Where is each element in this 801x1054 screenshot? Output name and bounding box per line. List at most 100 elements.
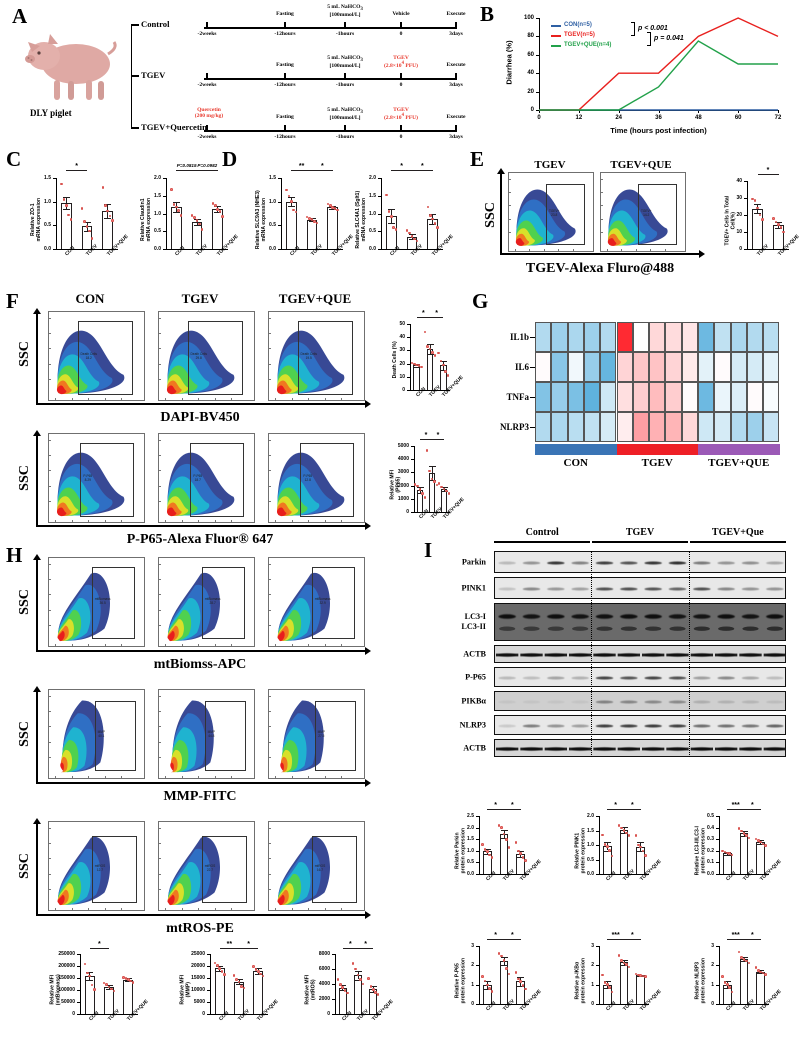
- data-point: [774, 220, 778, 224]
- panel-f-flowplot-pp65-tgev: P-P65 18.7: [158, 433, 255, 523]
- data-point: [634, 834, 638, 837]
- x-axis-tick: [214, 644, 216, 646]
- y-tick-label: 1.5: [269, 175, 276, 181]
- y-tick-mark: [716, 827, 719, 829]
- panel-b-line-chart: 0 20 40 60 80 100 0 12 24 36 48 60 72 CON(n=5) TGEV(n=…: [505, 8, 790, 140]
- y-tick-label: 1.5: [467, 836, 474, 843]
- legend-label-1: TGEV(n=5): [564, 32, 595, 38]
- blot-bands: [498, 587, 784, 591]
- legend-label-2: TGEV+QUE(n=4): [564, 42, 612, 48]
- y-axis-tick: [269, 609, 271, 611]
- error-cap-top: [483, 980, 491, 982]
- panel-b-label: B: [480, 2, 495, 26]
- panel-e-flow-title-tgevque: TGEV+QUE: [610, 159, 672, 171]
- y-tick-mark: [278, 249, 281, 250]
- data-point: [772, 217, 775, 220]
- error-cap-top: [287, 196, 295, 198]
- data-point: [177, 209, 181, 212]
- y-axis-label: Relative MFI (PP65): [389, 469, 401, 500]
- panel-f-row1-y-arrowhead: [33, 308, 41, 314]
- panel-f-row2-y-title: SSC: [17, 465, 32, 491]
- gate-label: MMP 27.5: [317, 730, 326, 739]
- y-tick-label: 0.5: [44, 222, 51, 229]
- tl3-ev3: TGEV (2.8×104 PFU): [383, 107, 419, 121]
- y-tick-mark: [536, 36, 539, 38]
- gate-region: [187, 320, 243, 395]
- tl3-b2: -1hours: [335, 134, 355, 140]
- tl2-b1: -12hours: [274, 82, 296, 88]
- x-axis-tick: [324, 398, 326, 400]
- panel-c-chart-claudin1: 0.0 0.5 1.0 1.5 2.0 Relative Claudin1 mRNA exp…: [139, 160, 239, 285]
- y-axis-tick: [49, 440, 51, 441]
- tl2-b4: 3days: [449, 82, 463, 88]
- y-axis-tick: [49, 378, 51, 380]
- x-axis-tick: [198, 776, 200, 778]
- data-point: [88, 229, 91, 233]
- heatmap-cell: [649, 352, 666, 382]
- x-axis-tick: [341, 776, 343, 778]
- x-axis-tick: [71, 520, 73, 522]
- error-cap-bottom: [740, 961, 748, 963]
- y-axis-tick: [159, 726, 161, 728]
- data-point: [85, 224, 89, 228]
- y-tick-mark: [744, 198, 747, 199]
- y-axis-tick: [269, 858, 271, 860]
- error-cap-top: [620, 827, 628, 829]
- panel-h-bar-mtbiomass: 0 50000 100000 150000 200000 250000 Relative M…: [49, 940, 150, 1048]
- x-axis-tick: [275, 908, 276, 910]
- y-tick-mark: [411, 485, 414, 487]
- gate-region: [204, 700, 247, 771]
- significance-line: [66, 170, 87, 171]
- panel-h-flowplot-mtros-tgev: mtROS 22.7: [158, 821, 255, 911]
- data-point: [754, 966, 758, 969]
- y-tick-mark: [596, 845, 599, 846]
- panel-f-flowplot-con: Death Cells 18.2: [48, 311, 145, 401]
- data-point: [636, 843, 640, 847]
- data-point: [361, 982, 365, 986]
- error-cap-bottom: [83, 230, 91, 232]
- y-axis-tick: [159, 594, 161, 596]
- error-cap-top: [603, 842, 611, 844]
- data-point: [514, 971, 518, 974]
- density-cloud: [166, 330, 235, 395]
- data-point: [439, 359, 443, 363]
- significance-label: *: [510, 932, 514, 939]
- y-axis-tick: [269, 363, 271, 365]
- data-point: [761, 971, 765, 975]
- heatmap-cell: [535, 352, 552, 382]
- data-point: [60, 182, 63, 186]
- y-tick-label: 0: [530, 107, 534, 113]
- data-point: [764, 844, 767, 847]
- tl1-t0: [206, 22, 208, 29]
- data-point: [742, 958, 746, 961]
- y-axis-tick: [509, 179, 511, 180]
- y-tick-mark: [407, 376, 410, 378]
- heatmap-cell: [730, 352, 747, 382]
- data-point: [367, 977, 370, 980]
- data-point: [240, 985, 243, 988]
- y-tick-label: 2.5: [467, 813, 474, 819]
- panel-c-label: C: [6, 147, 22, 171]
- y-axis-tick: [49, 756, 51, 758]
- heatmap-cell: [583, 412, 601, 442]
- panel-f-flow-title-con: CON: [75, 291, 105, 306]
- data-point: [617, 954, 621, 957]
- heatmap-cell: [681, 382, 698, 412]
- y-tick-mark: [716, 862, 719, 864]
- y-tick-mark: [744, 215, 747, 216]
- y-tick-mark: [378, 195, 381, 197]
- data-point: [211, 202, 215, 205]
- panel-i-bar-pink1: 0.0 0.5 1.0 1.5 2.0 Relative PINK1 protein exp…: [574, 800, 662, 912]
- y-tick-mark: [411, 498, 414, 500]
- blot-lane-box: [494, 715, 786, 735]
- y-tick-mark: [77, 990, 80, 991]
- y-axis-tick: [269, 455, 271, 457]
- x-axis-tick: [198, 398, 200, 400]
- data-point: [287, 194, 291, 198]
- x-axis-tick: [55, 398, 56, 400]
- panel-h-row3-x-title: mtROS-PE: [166, 921, 234, 936]
- x-tick-label: 24: [615, 115, 622, 121]
- bar: [619, 962, 629, 1004]
- blot-row-label: PINK1: [461, 583, 486, 593]
